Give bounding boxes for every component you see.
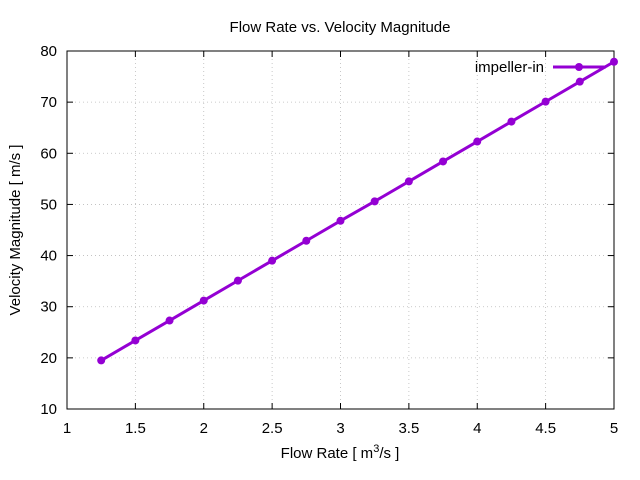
y-tick-label: 20 — [40, 350, 57, 367]
data-point — [473, 137, 482, 146]
x-tick-label: 3 — [336, 420, 344, 437]
data-point — [336, 216, 345, 225]
data-point — [404, 177, 413, 186]
chart-title: Flow Rate vs. Velocity Magnitude — [230, 19, 451, 36]
y-axis-label: Velocity Magnitude [ m/s ] — [7, 145, 24, 316]
x-tick-label: 3.5 — [398, 420, 419, 437]
legend-label: impeller-in — [475, 59, 544, 76]
x-tick-label: 2.5 — [262, 420, 283, 437]
x-tick-label: 1.5 — [125, 420, 146, 437]
axis-ticks: 1 1.5 2 2.5 3 3.5 4 4.5 5 10 20 30 40 50 60 70 80 — [40, 43, 618, 437]
data-point — [131, 336, 140, 345]
data-point — [575, 77, 584, 86]
y-tick-label: 10 — [40, 401, 57, 418]
data-point — [97, 356, 106, 365]
y-tick-label: 70 — [40, 94, 57, 111]
y-tick-label: 30 — [40, 299, 57, 316]
grid — [67, 51, 614, 409]
data-point — [507, 117, 516, 126]
y-tick-label: 80 — [40, 43, 57, 60]
y-tick-label: 60 — [40, 145, 57, 162]
x-tick-label: 4.5 — [535, 420, 556, 437]
data-point — [165, 316, 174, 325]
x-tick-label: 4 — [473, 420, 481, 437]
x-tick-label: 2 — [200, 420, 208, 437]
series-layer — [97, 57, 618, 365]
data-point — [233, 276, 242, 285]
data-point — [268, 256, 277, 265]
legend-marker — [575, 63, 583, 71]
x-axis-label: Flow Rate [ m3/s ] — [281, 443, 400, 462]
legend: impeller-in — [475, 59, 606, 76]
x-tick-label: 5 — [610, 420, 618, 437]
series-line — [100, 60, 615, 362]
data-point — [610, 57, 618, 66]
data-point — [302, 236, 311, 245]
data-point — [439, 157, 448, 166]
y-tick-label: 40 — [40, 248, 57, 265]
y-tick-label: 50 — [40, 196, 57, 213]
data-point — [541, 97, 550, 106]
data-point — [199, 296, 208, 305]
data-point — [370, 197, 379, 206]
x-tick-label: 1 — [63, 420, 71, 437]
